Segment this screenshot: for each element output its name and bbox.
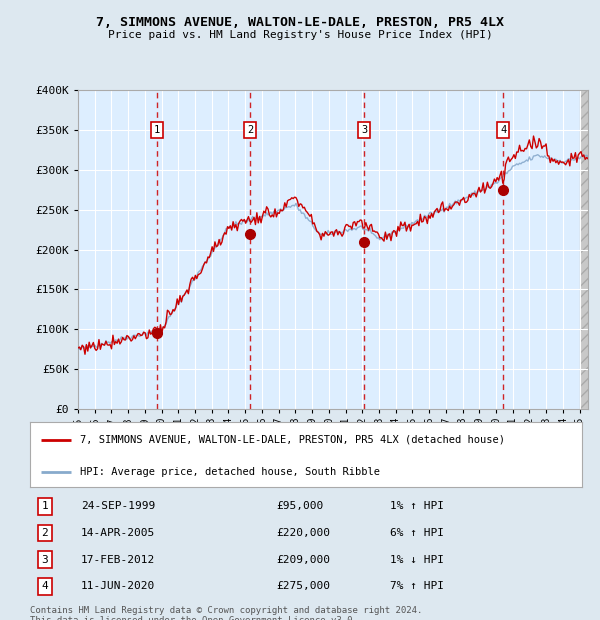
Text: 14-APR-2005: 14-APR-2005	[81, 528, 155, 538]
Text: HPI: Average price, detached house, South Ribble: HPI: Average price, detached house, Sout…	[80, 467, 380, 477]
Text: 2: 2	[41, 528, 49, 538]
Text: 6% ↑ HPI: 6% ↑ HPI	[390, 528, 444, 538]
Text: Contains HM Land Registry data © Crown copyright and database right 2024.
This d: Contains HM Land Registry data © Crown c…	[30, 606, 422, 620]
Text: 1% ↑ HPI: 1% ↑ HPI	[390, 501, 444, 512]
Bar	[580, 90, 588, 409]
Text: 1: 1	[154, 125, 160, 135]
Text: 3: 3	[41, 554, 49, 565]
Text: 1: 1	[41, 501, 49, 512]
Text: 24-SEP-1999: 24-SEP-1999	[81, 501, 155, 512]
Text: 7, SIMMONS AVENUE, WALTON-LE-DALE, PRESTON, PR5 4LX (detached house): 7, SIMMONS AVENUE, WALTON-LE-DALE, PREST…	[80, 435, 505, 445]
Text: £275,000: £275,000	[276, 581, 330, 591]
Text: £209,000: £209,000	[276, 554, 330, 565]
Text: 7, SIMMONS AVENUE, WALTON-LE-DALE, PRESTON, PR5 4LX: 7, SIMMONS AVENUE, WALTON-LE-DALE, PREST…	[96, 16, 504, 29]
Bar	[580, 90, 588, 409]
Text: £220,000: £220,000	[276, 528, 330, 538]
Text: 2: 2	[247, 125, 253, 135]
Text: 4: 4	[500, 125, 506, 135]
Text: 4: 4	[41, 581, 49, 591]
Text: Price paid vs. HM Land Registry's House Price Index (HPI): Price paid vs. HM Land Registry's House …	[107, 30, 493, 40]
Text: 17-FEB-2012: 17-FEB-2012	[81, 554, 155, 565]
Text: 3: 3	[361, 125, 367, 135]
Text: £95,000: £95,000	[276, 501, 323, 512]
Text: 7% ↑ HPI: 7% ↑ HPI	[390, 581, 444, 591]
Text: 1% ↓ HPI: 1% ↓ HPI	[390, 554, 444, 565]
Text: 11-JUN-2020: 11-JUN-2020	[81, 581, 155, 591]
